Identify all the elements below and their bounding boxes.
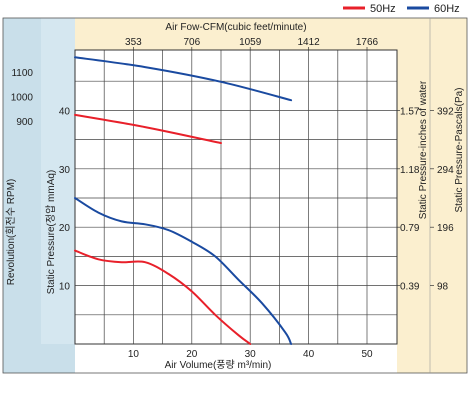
pascals-axis-tick-label: 196: [437, 223, 454, 234]
revolution-axis-tick-label: 1100: [11, 68, 33, 79]
pressure-axis-tick-label: 10: [59, 282, 71, 293]
bottom-axis-tick-label: 50: [361, 349, 373, 360]
series-line-pressure-50Hz: [74, 249, 252, 345]
revolution-axis-tick-label: 900: [16, 117, 33, 128]
revolution-axis-title: Revolution(회전수 RPM): [5, 179, 17, 286]
series-line-revolution-60Hz: [74, 56, 293, 102]
pascals-axis-tick-label: 294: [437, 165, 454, 176]
inches-axis-tick-label: 1.57: [400, 106, 420, 117]
top-axis-tick-label: 1412: [297, 37, 320, 48]
bottom-axis-tick-label: 10: [128, 349, 140, 360]
bottom-axis-tick-label: 30: [245, 349, 257, 360]
legend-label-50Hz: 50Hz: [370, 3, 396, 15]
top-axis-tick-label: 353: [125, 37, 142, 48]
top-axis-title: Air Fow-CFM(cubic feet/minute): [165, 22, 306, 33]
series-line-revolution-50Hz: [74, 113, 222, 145]
left-inner-panel: [41, 18, 75, 373]
bottom-label-area: [75, 344, 397, 373]
revolution-axis-tick-label: 1000: [11, 93, 34, 104]
pascals-axis-tick-label: 392: [437, 106, 454, 117]
pascals-axis-tick-label: 98: [437, 282, 449, 293]
pressure-axis-title: Static Pressure(정압 mmAq): [44, 170, 57, 295]
pascals-axis-title: Static Pressure-Pascals(Pa): [454, 87, 465, 212]
inches-axis-tick-label: 1.18: [400, 165, 420, 176]
bottom-axis-tick-label: 40: [303, 349, 315, 360]
top-panel: [75, 18, 397, 50]
inches-axis-tick-label: 0.79: [400, 223, 420, 234]
series-line-pressure-60Hz: [74, 197, 293, 345]
inches-axis-title: Static Pressure-inches of water: [418, 80, 429, 219]
plot-area: [75, 50, 397, 344]
legend-label-60Hz: 60Hz: [434, 3, 460, 15]
inches-axis-tick-label: 0.39: [400, 282, 420, 293]
top-axis-tick-label: 706: [183, 37, 200, 48]
chart-frame: [2, 17, 468, 374]
pressure-axis-tick-label: 40: [59, 106, 71, 117]
top-axis-tick-label: 1766: [356, 37, 379, 48]
bottom-axis-tick-label: 20: [186, 349, 198, 360]
top-axis-tick-label: 1059: [239, 37, 262, 48]
pressure-axis-tick-label: 30: [59, 165, 71, 176]
pressure-axis-tick-label: 20: [59, 223, 71, 234]
bottom-axis-title: Air Volume(풍량 m³/min): [165, 359, 272, 371]
right-panel: [397, 18, 467, 373]
